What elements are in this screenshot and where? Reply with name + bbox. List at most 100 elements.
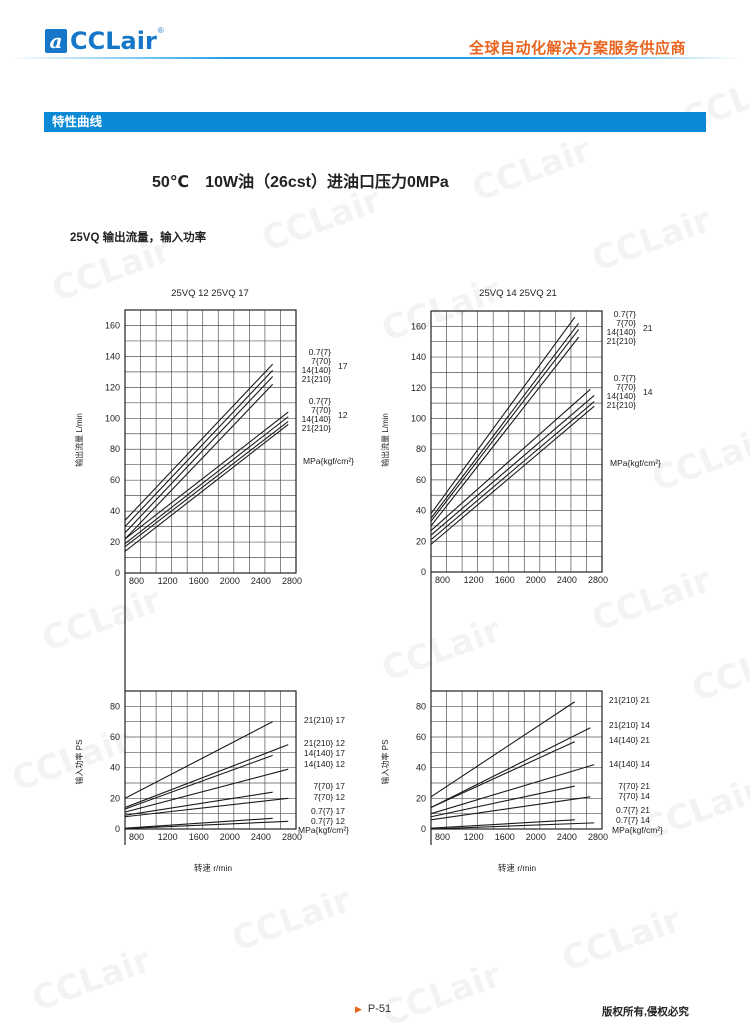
legend-pressure-label: 21{210} — [302, 423, 331, 433]
x-tick-label: 800 — [129, 832, 144, 842]
plot-frame — [430, 310, 603, 573]
chart-title: 25VQ 12 25VQ 17 — [171, 288, 249, 299]
x-tick-label: 2800 — [282, 576, 302, 586]
x-tick-label: 800 — [129, 576, 144, 586]
series-line — [124, 369, 274, 527]
series-line — [124, 411, 289, 540]
x-tick-label: 2000 — [220, 832, 240, 842]
series-line — [430, 701, 576, 798]
series-line — [430, 796, 591, 821]
y-tick-label: 40 — [416, 506, 426, 516]
series-line — [124, 820, 289, 830]
x-tick-label: 800 — [435, 832, 450, 842]
legend-series-label: 14{140} 12 — [304, 759, 345, 769]
series-line — [124, 424, 289, 552]
x-tick-label: 2000 — [220, 576, 240, 586]
legend-model-label: 12 — [338, 410, 348, 420]
triangle-icon: ▶ — [355, 1004, 362, 1014]
logo-text: CCLair — [70, 27, 157, 55]
legend-pressure-label: 21{210} — [607, 400, 636, 410]
series-line — [124, 416, 289, 545]
plot-frame — [124, 309, 297, 574]
y-axis-label: 输入功率 PS — [380, 740, 390, 785]
y-tick-label: 20 — [416, 536, 426, 546]
legend-model-label: 17 — [338, 361, 348, 371]
x-tick-label: 1200 — [464, 575, 484, 585]
x-tick-label: 800 — [435, 575, 450, 585]
legend-series-label: 21{210} 17 — [304, 715, 345, 725]
legend-series-label: 7{70} 12 — [313, 792, 345, 802]
y-tick-label: 80 — [110, 701, 120, 711]
series-line — [124, 721, 273, 799]
chart-title: 25VQ 14 25VQ 21 — [479, 288, 557, 299]
y-tick-label: 80 — [416, 701, 426, 711]
x-tick-label: 2400 — [251, 576, 271, 586]
x-tick-label: 1600 — [495, 575, 515, 585]
legend-series-label: 14{140} 14 — [609, 759, 650, 769]
series-line — [124, 363, 274, 521]
series-line — [124, 768, 289, 813]
series-line — [124, 376, 274, 534]
x-tick-label: 2400 — [251, 832, 271, 842]
chart-2: 800 1200 1600 2000 2400 2800 0 20 40 60 80 输入功率 PS 转… — [74, 690, 349, 873]
legend-pressure-label: 7{70} — [311, 405, 331, 415]
legend-series-label: 0.7{7} 12 — [311, 816, 345, 826]
legend-pressure-label: 14{140} — [607, 327, 636, 337]
series-line — [430, 405, 595, 545]
x-tick-label: 2400 — [557, 575, 577, 585]
series-line — [430, 819, 575, 829]
series-line — [430, 727, 591, 809]
x-tick-label: 1200 — [464, 832, 484, 842]
legend-pressure-label: 21{210} — [302, 374, 331, 384]
slogan: 全球自动化解决方案服务供应商 — [468, 40, 686, 57]
legend-series-label: 14{140} 17 — [304, 748, 345, 758]
y-tick-label: 140 — [411, 352, 426, 362]
y-axis-label: 输出流量 L/min — [380, 413, 390, 467]
legend-series-label: 7{70} 17 — [313, 781, 345, 791]
series-line — [430, 395, 595, 536]
series-line — [430, 322, 580, 519]
x-tick-label: 2400 — [557, 832, 577, 842]
logo-mark-icon: a — [45, 29, 67, 53]
y-tick-label: 0 — [421, 567, 426, 577]
legend-model-label: 21 — [643, 323, 653, 333]
y-tick-label: 160 — [411, 321, 426, 331]
series-line — [124, 744, 289, 809]
series-line — [430, 741, 576, 809]
y-tick-label: 40 — [110, 763, 120, 773]
legend-unit-label: MPa{kgf/cm²} — [612, 825, 663, 835]
legend-pressure-label: 14{140} — [302, 414, 331, 424]
x-axis-label: 转速 r/min — [194, 863, 233, 873]
x-tick-label: 2800 — [588, 575, 608, 585]
legend-series-label: 21{210} 21 — [609, 695, 650, 705]
x-tick-label: 2800 — [282, 832, 302, 842]
series-line — [430, 401, 595, 541]
y-tick-label: 100 — [105, 413, 120, 423]
legend-unit-label: MPa{kgf/cm²} — [610, 458, 661, 468]
y-tick-label: 20 — [110, 537, 120, 547]
y-axis-label: 输出流量 L/min — [74, 413, 84, 467]
y-tick-label: 0 — [115, 824, 120, 834]
y-tick-label: 0 — [115, 568, 120, 578]
legend-series-label: 21{210} 12 — [304, 738, 345, 748]
legend-pressure-label: 0.7{7} — [614, 309, 636, 319]
legend-pressure-label: 0.7{7} — [309, 347, 331, 357]
copyright: 版权所有,侵权必究 — [602, 1006, 689, 1018]
y-tick-label: 60 — [110, 475, 120, 485]
header-divider — [10, 57, 740, 59]
legend-pressure-label: 14{140} — [607, 391, 636, 401]
chart-3: 800 1200 1600 2000 2400 2800 0 20 40 60 80 输入功率 PS 转… — [380, 690, 663, 873]
chart-1: 800 1200 1600 2000 2400 2800 0 20 40 60 80 100 120 14… — [380, 288, 661, 691]
y-tick-label: 40 — [416, 763, 426, 773]
legend-pressure-label: 7{70} — [616, 318, 636, 328]
x-tick-label: 1600 — [189, 832, 209, 842]
legend-pressure-label: 21{210} — [607, 336, 636, 346]
y-tick-label: 60 — [416, 475, 426, 485]
series-line — [430, 388, 591, 531]
series-line — [124, 791, 273, 816]
x-tick-label: 2000 — [526, 832, 546, 842]
y-tick-label: 40 — [110, 506, 120, 516]
legend-series-label: 0.7{7} 17 — [311, 806, 345, 816]
page-title: 50℃ 10W油（26cst）进油口压力0MPa — [152, 174, 449, 191]
